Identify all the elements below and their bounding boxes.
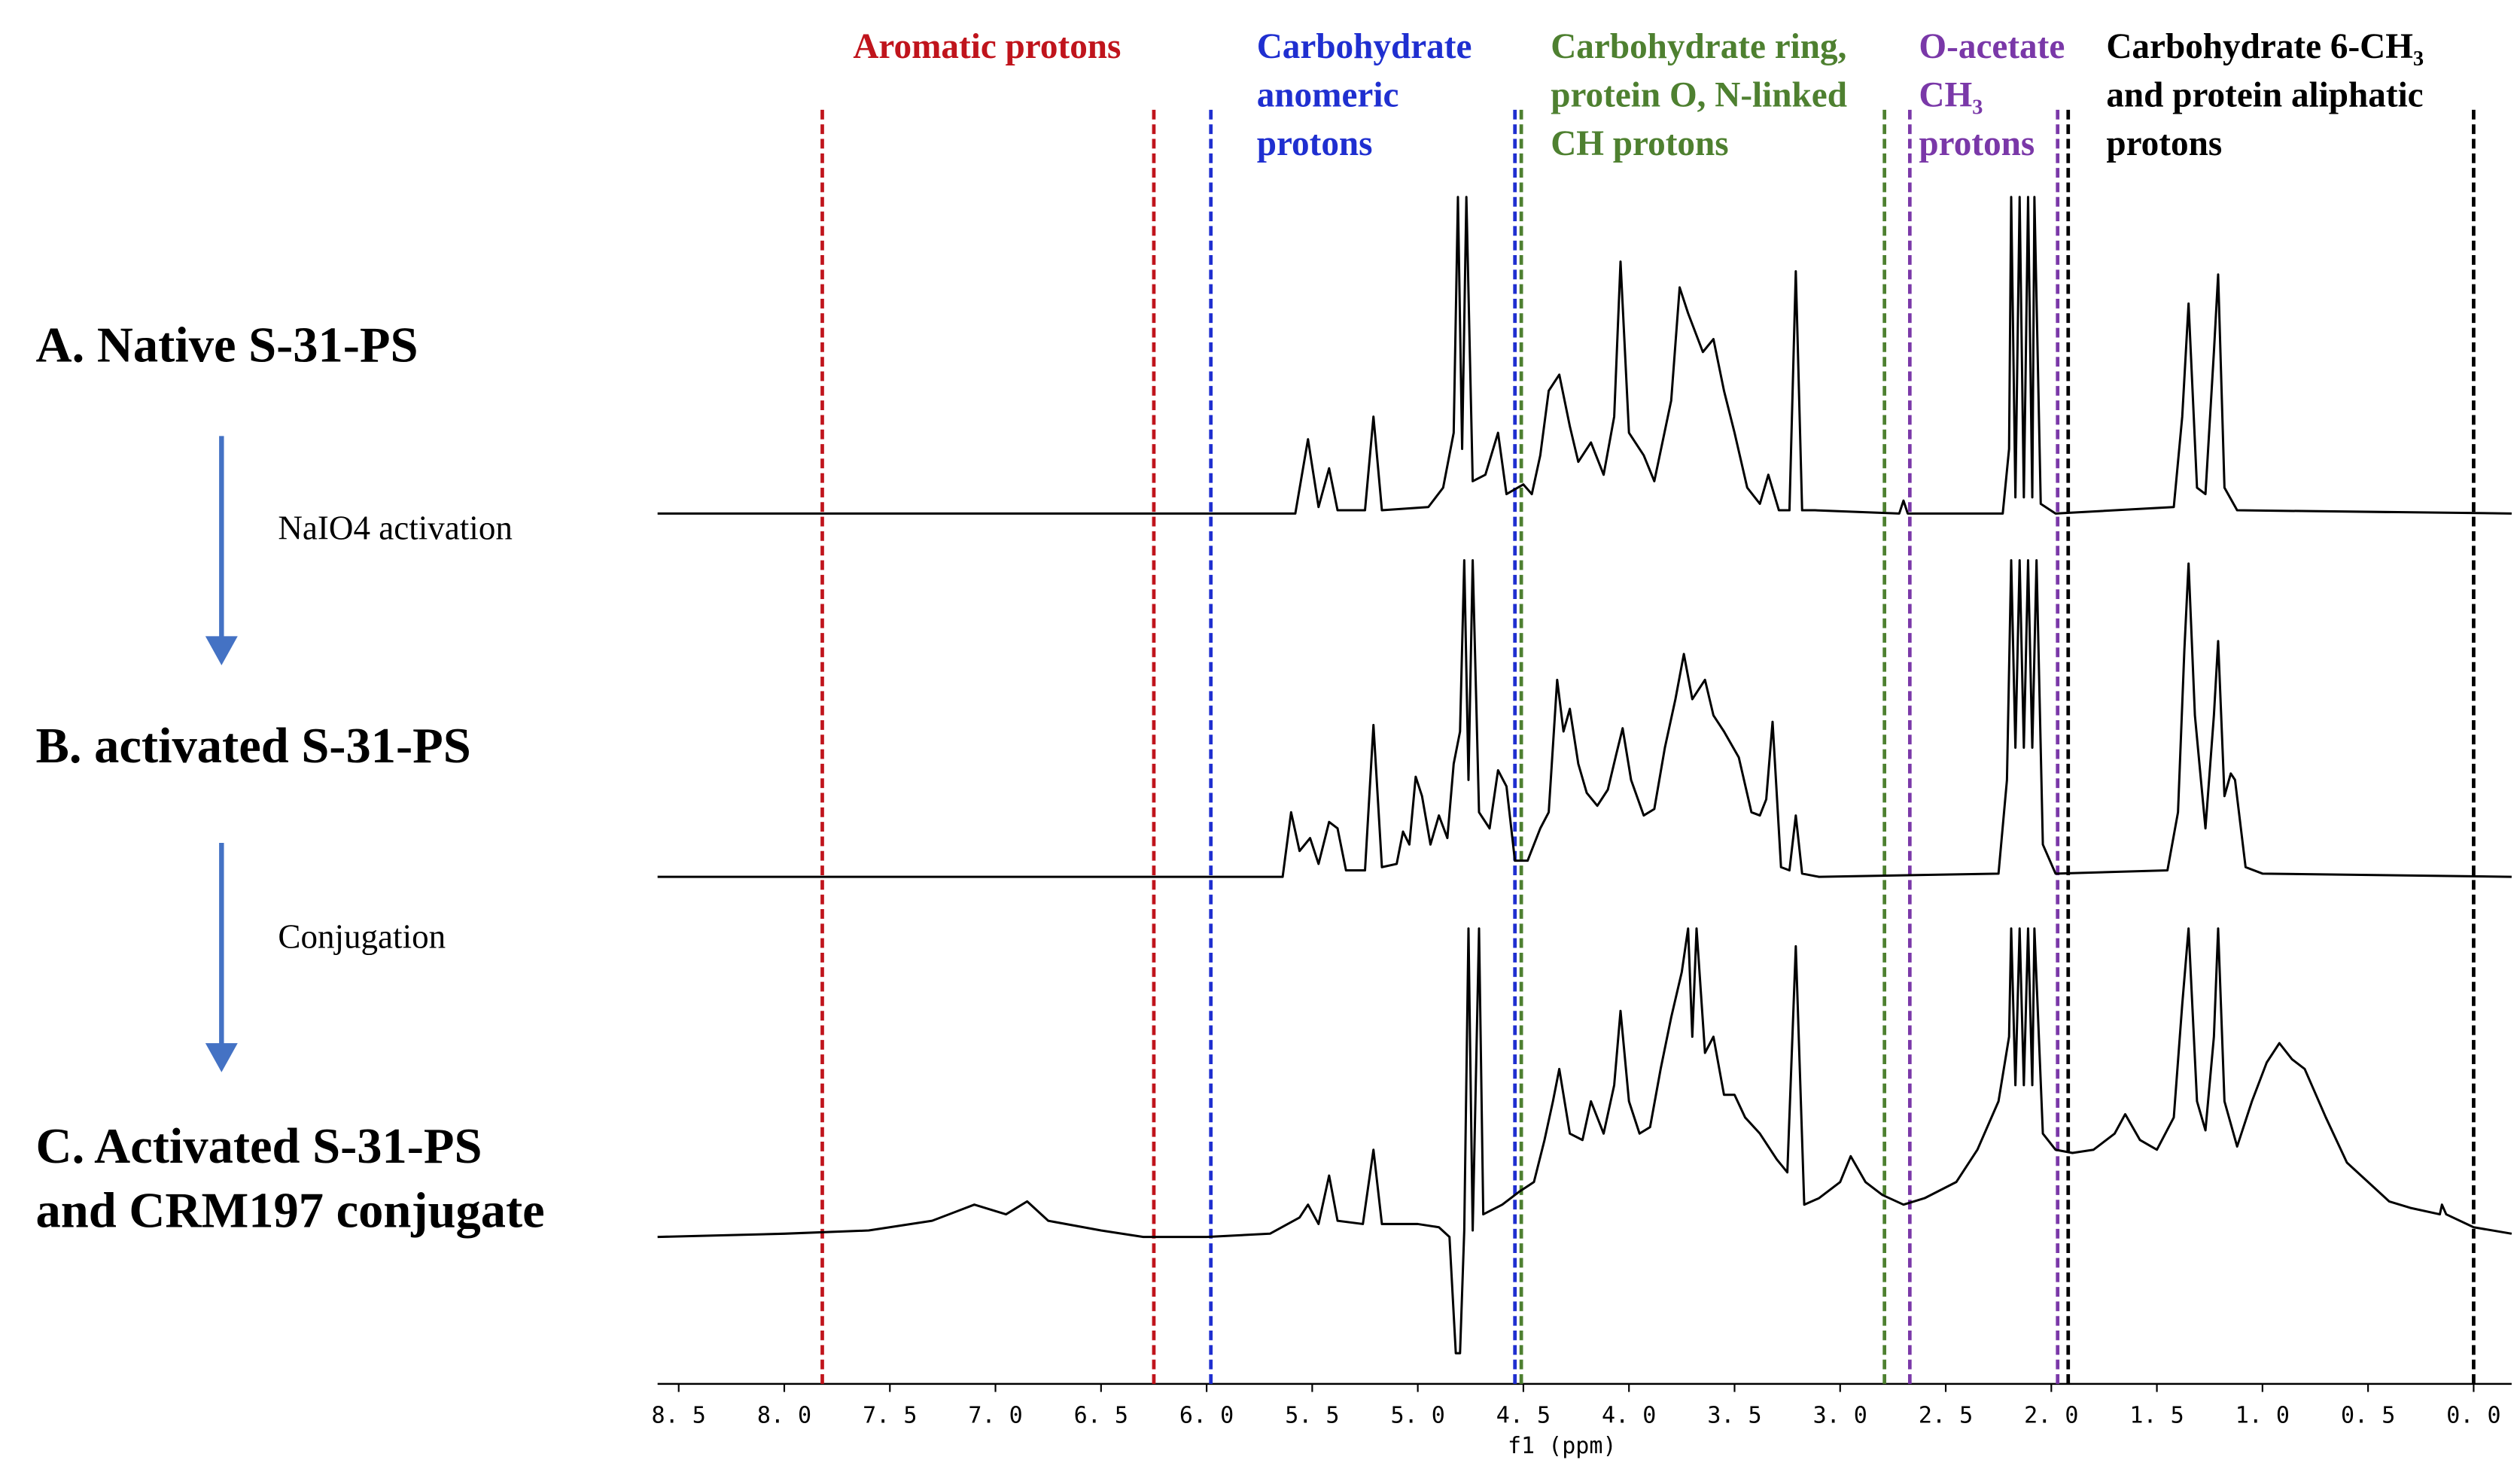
spectrum: [657, 196, 2512, 515]
step-label: NaIO4 activation: [278, 509, 512, 547]
region-label: anomeric: [1257, 76, 1399, 115]
region-label: protons: [1257, 124, 1373, 163]
region-label: Carbohydrate: [1257, 27, 1472, 66]
x-tick-label: 8. 5: [652, 1402, 706, 1428]
x-tick-label: 1. 0: [2235, 1402, 2290, 1428]
region-label: O-acetate: [1919, 27, 2065, 66]
panel-label: A. Native S-31-PS: [36, 318, 418, 373]
spectrum: [657, 927, 2512, 1355]
region-label: CH protons: [1551, 124, 1728, 163]
arrow-head: [205, 636, 238, 666]
x-tick-label: 1. 5: [2129, 1402, 2184, 1428]
x-tick-label: 2. 0: [2024, 1402, 2078, 1428]
arrow-head: [205, 1043, 238, 1072]
x-tick-label: 0. 5: [2341, 1402, 2395, 1428]
x-tick-label: 6. 0: [1179, 1402, 1234, 1428]
x-tick-label: 7. 0: [968, 1402, 1022, 1428]
region-label: protons: [2106, 124, 2222, 163]
x-tick-label: 0. 0: [2446, 1402, 2500, 1428]
step-label: Conjugation: [278, 918, 446, 956]
x-tick-label: 4. 0: [1602, 1402, 1656, 1428]
region-label: protons: [1919, 124, 2035, 163]
region-label: CH₃: [1919, 76, 1983, 115]
x-tick-label: 8. 0: [757, 1402, 811, 1428]
x-tick-label: 5. 0: [1390, 1402, 1444, 1428]
x-tick-label: 4. 5: [1496, 1402, 1551, 1428]
x-axis-title: f1 (ppm): [1508, 1433, 1617, 1459]
x-tick-label: 7. 5: [863, 1402, 917, 1428]
panel-label: C. Activated S-31-PS and CRM197 conjugate: [36, 1119, 545, 1239]
x-tick-label: 3. 5: [1707, 1402, 1761, 1428]
spectrum: [657, 559, 2512, 878]
x-tick-label: 3. 0: [1813, 1402, 1867, 1428]
panel-label: B. activated S-31-PS: [36, 719, 471, 774]
region-label: Carbohydrate 6-CH₃: [2106, 27, 2424, 66]
region-label: protein O, N-linked: [1551, 76, 1847, 115]
region-label: Aromatic protons: [853, 27, 1121, 66]
x-tick-label: 2. 5: [1919, 1402, 1973, 1428]
region-label: and protein aliphatic: [2106, 76, 2423, 115]
x-tick-label: 6. 5: [1074, 1402, 1128, 1428]
region-label: Carbohydrate ring,: [1551, 27, 1846, 66]
x-tick-label: 5. 5: [1285, 1402, 1339, 1428]
